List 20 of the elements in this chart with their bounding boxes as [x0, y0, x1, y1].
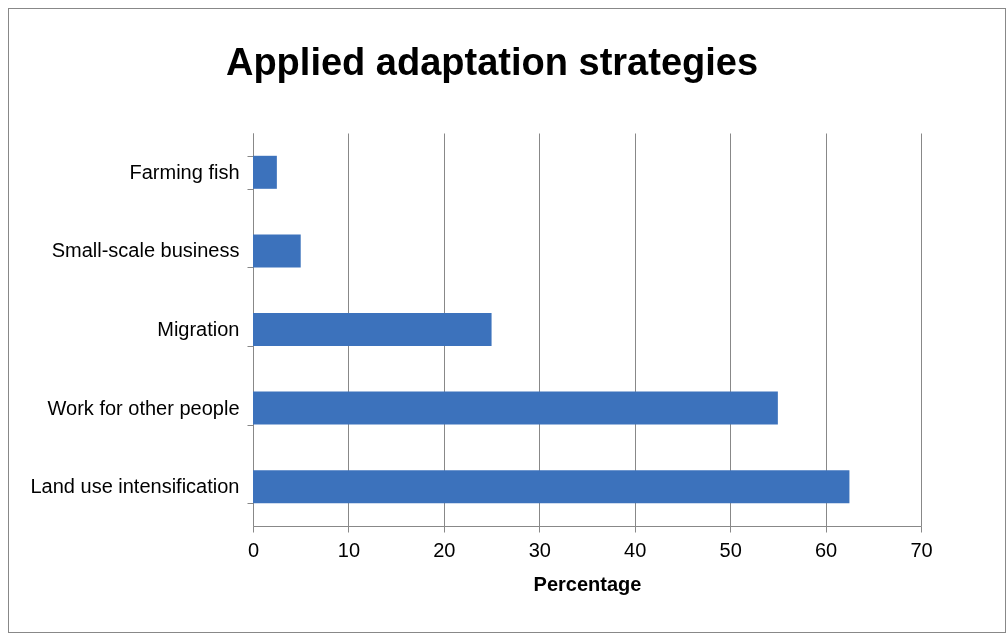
x-tick-label: 60: [814, 538, 838, 561]
bar: [253, 391, 778, 425]
x-tick-label: 0: [247, 538, 260, 561]
x-tick-label: 30: [528, 538, 551, 561]
x-tick-label: 70: [910, 538, 933, 561]
x-tick-label: 50: [719, 538, 742, 561]
x-tick-label: 40: [624, 538, 647, 561]
x-tick-label: 20: [433, 538, 456, 561]
y-tick-label: Land use intensification: [30, 475, 240, 498]
x-axis-title: Percentage: [533, 572, 642, 595]
x-tick-label: 10: [337, 538, 361, 561]
bar: [253, 234, 301, 268]
bar: [253, 155, 277, 189]
bar: [253, 470, 850, 504]
y-tick-label: Small-scale business: [51, 239, 240, 262]
y-tick-label: Migration: [157, 318, 240, 340]
y-tick-label: Work for other people: [47, 396, 240, 419]
bar: [253, 312, 492, 347]
y-tick-label: Farming fish: [129, 160, 240, 183]
chart-title: Applied adaptation strategies: [225, 41, 759, 83]
